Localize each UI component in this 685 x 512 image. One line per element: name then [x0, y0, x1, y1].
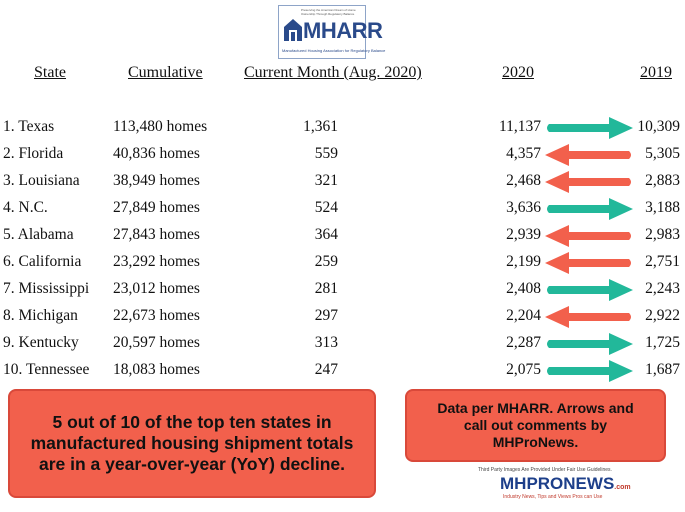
decrease-arrow	[545, 252, 631, 274]
shipments-2019-cell: 2,751	[645, 253, 680, 270]
logo-suffix: .com	[614, 484, 631, 491]
logo-org: Manufactured Housing Association for Reg…	[282, 48, 386, 53]
decrease-arrow	[545, 144, 631, 166]
shipments-2020-cell: 3,636	[506, 199, 541, 216]
arrow-shape	[547, 279, 633, 301]
state-cell: 6. California	[3, 253, 82, 270]
increase-arrow	[547, 117, 633, 139]
mharr-logo: Preserving the American Dream of Home Ow…	[278, 5, 385, 59]
arrow-shape	[547, 360, 633, 382]
shipments-2020-cell: 2,468	[506, 172, 541, 189]
state-cell: 7. Mississippi	[3, 280, 90, 297]
column-header: Cumulative	[128, 64, 203, 81]
arrow-shape	[545, 171, 631, 193]
logo-tagline: Industry News, Tips and Views Pros can U…	[503, 494, 603, 500]
callout-text: Data per MHARR. Arrows and call out comm…	[437, 400, 634, 450]
current-month-cell: 313	[314, 334, 338, 351]
logo-house	[284, 19, 302, 41]
decrease-arrow	[545, 171, 631, 193]
state-cell: 4. N.C.	[3, 199, 48, 216]
arrow-shape	[547, 333, 633, 355]
shipments-2020-cell: 2,287	[506, 334, 541, 351]
arrow-shape	[545, 144, 631, 166]
increase-arrow	[547, 360, 633, 382]
shipments-2019-cell: 1,687	[645, 361, 680, 378]
shipments-2019-cell: 5,305	[645, 145, 680, 162]
increase-arrow	[547, 333, 633, 355]
mhpronews-logo: MHPRONEWS.com	[500, 474, 631, 494]
callout-box: Data per MHARR. Arrows and call out comm…	[405, 389, 666, 462]
arrow-shape	[547, 198, 633, 220]
state-cell: 1. Texas	[3, 118, 55, 135]
cumulative-cell: 23,012 homes	[113, 280, 200, 297]
shipments-2019-cell: 10,309	[637, 118, 680, 135]
cumulative-cell: 27,843 homes	[113, 226, 200, 243]
shipments-2019-cell: 2,983	[645, 226, 680, 243]
shipments-2020-cell: 4,357	[506, 145, 541, 162]
shipments-2019-cell: 1,725	[645, 334, 680, 351]
shipments-2020-cell: 2,408	[506, 280, 541, 297]
current-month-cell: 321	[314, 172, 338, 189]
decrease-arrow	[545, 306, 631, 328]
shipments-2019-cell: 2,922	[645, 307, 680, 324]
arrow-shape	[545, 252, 631, 274]
current-month-cell: 281	[314, 280, 338, 297]
current-month-cell: 259	[314, 253, 338, 270]
cumulative-cell: 38,949 homes	[113, 172, 200, 189]
current-month-cell: 524	[314, 199, 338, 216]
shipments-2020-cell: 2,204	[506, 307, 541, 324]
logo-text: MHARR	[303, 18, 383, 43]
shipments-2020-cell: 2,199	[506, 253, 541, 270]
current-month-cell: 364	[314, 226, 338, 243]
cumulative-cell: 113,480 homes	[113, 118, 208, 135]
arrow-shape	[545, 225, 631, 247]
logo-tagline: Preserving the American Dream of Home Ow…	[301, 8, 356, 16]
decrease-arrow	[545, 225, 631, 247]
cumulative-cell: 18,083 homes	[113, 361, 200, 378]
column-header: 2020	[502, 64, 534, 81]
cumulative-cell: 40,836 homes	[113, 145, 200, 162]
state-cell: 9. Kentucky	[3, 334, 79, 351]
fair-use-notice: Third Party Images Are Provided Under Fa…	[478, 467, 612, 473]
increase-arrow	[547, 198, 633, 220]
column-header: Current Month (Aug. 2020)	[244, 64, 422, 81]
shipments-2019-cell: 3,188	[645, 199, 680, 216]
increase-arrow	[547, 279, 633, 301]
state-cell: 2. Florida	[3, 145, 64, 162]
arrow-shape	[547, 117, 633, 139]
logo-text: MHPRONEWS	[500, 474, 615, 493]
shipments-2020-cell: 2,075	[506, 361, 541, 378]
column-header: State	[34, 64, 66, 81]
current-month-cell: 559	[314, 145, 338, 162]
current-month-cell: 247	[314, 361, 338, 378]
shipments-2019-cell: 2,243	[645, 280, 680, 297]
current-month-cell: 297	[314, 307, 338, 324]
state-cell: 10. Tennessee	[3, 361, 90, 378]
cumulative-cell: 22,673 homes	[113, 307, 200, 324]
column-header: 2019	[640, 64, 672, 81]
callout-box: 5 out of 10 of the top ten states in man…	[8, 389, 376, 498]
shipments-2020-cell: 11,137	[498, 118, 541, 135]
shipments-2020-cell: 2,939	[506, 226, 541, 243]
cumulative-cell: 23,292 homes	[113, 253, 200, 270]
cumulative-cell: 27,849 homes	[113, 199, 200, 216]
shipments-2019-cell: 2,883	[645, 172, 680, 189]
state-cell: 8. Michigan	[3, 307, 78, 324]
arrow-shape	[545, 306, 631, 328]
current-month-cell: 1,361	[303, 118, 338, 135]
state-cell: 3. Louisiana	[3, 172, 80, 189]
callout-text: 5 out of 10 of the top ten states in man…	[30, 412, 354, 474]
cumulative-cell: 20,597 homes	[113, 334, 200, 351]
state-cell: 5. Alabama	[3, 226, 74, 243]
